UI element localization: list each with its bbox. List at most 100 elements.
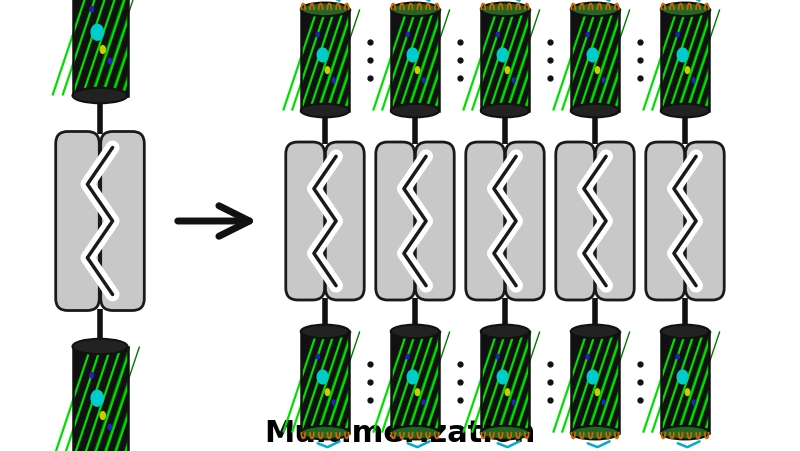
Ellipse shape [685,388,690,396]
Bar [661,331,709,433]
Ellipse shape [331,399,336,405]
Ellipse shape [406,48,418,63]
FancyBboxPatch shape [466,143,505,300]
Ellipse shape [406,369,418,385]
Ellipse shape [570,325,619,338]
Ellipse shape [505,388,510,396]
Ellipse shape [301,4,349,17]
Ellipse shape [511,399,516,405]
FancyBboxPatch shape [506,143,544,300]
Bar [391,10,439,111]
Ellipse shape [317,48,329,63]
Ellipse shape [497,369,509,385]
Ellipse shape [691,399,696,405]
Bar [571,10,619,111]
Ellipse shape [301,325,349,338]
Ellipse shape [325,388,330,396]
Ellipse shape [107,423,112,431]
Ellipse shape [685,67,690,75]
Ellipse shape [505,67,510,75]
Ellipse shape [675,354,680,360]
Ellipse shape [661,325,710,338]
Ellipse shape [602,78,606,84]
Bar [571,10,619,111]
Ellipse shape [422,399,426,405]
Ellipse shape [406,32,410,39]
Bar [571,331,619,433]
Ellipse shape [481,4,530,17]
Bar [301,10,349,111]
Ellipse shape [315,32,320,39]
FancyBboxPatch shape [56,132,99,311]
Bar [571,331,619,433]
Ellipse shape [325,67,330,75]
Text: Multimerization: Multimerization [264,419,536,447]
Ellipse shape [90,7,94,14]
Ellipse shape [331,78,336,84]
Bar [301,331,349,433]
Ellipse shape [73,88,127,104]
FancyBboxPatch shape [376,143,414,300]
Bar [391,331,439,433]
Ellipse shape [570,426,619,439]
FancyBboxPatch shape [101,132,144,311]
Ellipse shape [90,372,94,379]
Ellipse shape [586,48,598,63]
Ellipse shape [99,411,106,420]
Ellipse shape [497,48,509,63]
Ellipse shape [594,388,600,396]
Ellipse shape [675,32,680,39]
Ellipse shape [586,354,590,360]
Ellipse shape [391,426,439,439]
Ellipse shape [691,78,696,84]
Ellipse shape [414,67,420,75]
Ellipse shape [422,78,426,84]
Bar [481,331,530,433]
Ellipse shape [414,388,420,396]
FancyBboxPatch shape [326,143,364,300]
Bar [481,331,530,433]
Bar [391,331,439,433]
Ellipse shape [99,46,106,55]
Ellipse shape [570,105,619,118]
Ellipse shape [481,325,530,338]
Ellipse shape [661,105,710,118]
Ellipse shape [73,339,127,354]
FancyBboxPatch shape [646,143,685,300]
Ellipse shape [391,105,439,118]
Bar [391,10,439,111]
Ellipse shape [391,325,439,338]
Ellipse shape [495,32,500,39]
Ellipse shape [661,4,710,17]
Ellipse shape [315,354,320,360]
FancyBboxPatch shape [595,143,634,300]
Bar [73,0,127,96]
Bar [73,347,127,451]
Bar [73,347,127,451]
FancyBboxPatch shape [556,143,594,300]
Bar [661,331,709,433]
Ellipse shape [317,369,329,385]
Ellipse shape [594,67,600,75]
Ellipse shape [602,399,606,405]
Ellipse shape [301,426,349,439]
Ellipse shape [90,24,104,42]
Ellipse shape [570,4,619,17]
Bar [481,10,530,111]
Bar [301,10,349,111]
Ellipse shape [391,4,439,17]
Bar [481,10,530,111]
Bar [661,10,709,111]
Ellipse shape [661,426,710,439]
Ellipse shape [481,105,530,118]
Ellipse shape [481,426,530,439]
Ellipse shape [495,354,500,360]
FancyBboxPatch shape [415,143,454,300]
Ellipse shape [90,390,104,407]
Ellipse shape [107,59,112,65]
Bar [73,0,127,96]
Ellipse shape [586,32,590,39]
FancyBboxPatch shape [286,143,325,300]
Ellipse shape [406,354,410,360]
Ellipse shape [677,369,689,385]
